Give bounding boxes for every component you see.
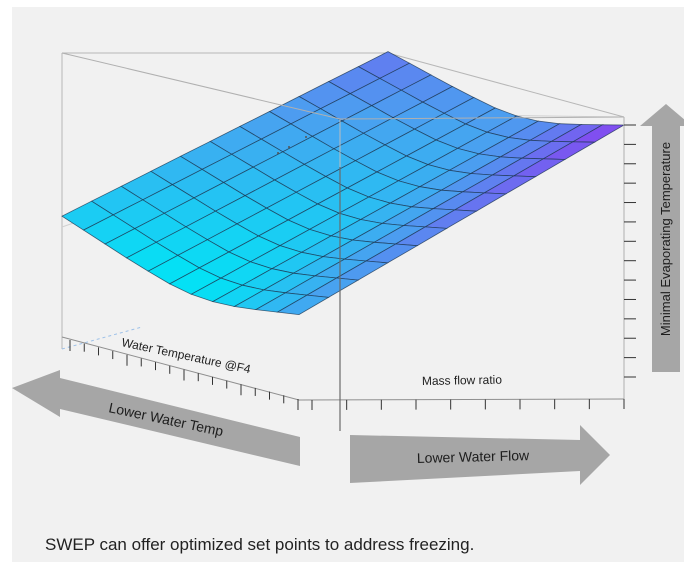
figure-card: Water Temperature @F4 Mass flow ratio Lo… <box>12 7 684 562</box>
lower-water-temp-arrow: Lower Water Temp <box>12 370 300 466</box>
water-temp-ticks <box>69 340 299 410</box>
y-axis-label: Mass flow ratio <box>422 373 503 388</box>
evaporation-surface <box>61 51 626 316</box>
min-evap-temp-arrow: Minimal Evaporating Temperature <box>640 104 684 372</box>
caption: SWEP can offer optimized set points to a… <box>45 535 475 554</box>
surface-cell <box>276 294 330 316</box>
lower-water-flow-label: Lower Water Flow <box>417 447 531 466</box>
mass-flow-ticks <box>311 399 625 410</box>
lower-water-flow-arrow: Lower Water Flow <box>350 425 610 485</box>
evap-temp-ticks <box>624 124 636 378</box>
min-evap-temp-label: Minimal Evaporating Temperature <box>658 142 673 336</box>
plot-box-front <box>61 52 625 431</box>
surface-plot: Water Temperature @F4 Mass flow ratio Lo… <box>12 51 684 485</box>
top-marks <box>277 136 307 154</box>
